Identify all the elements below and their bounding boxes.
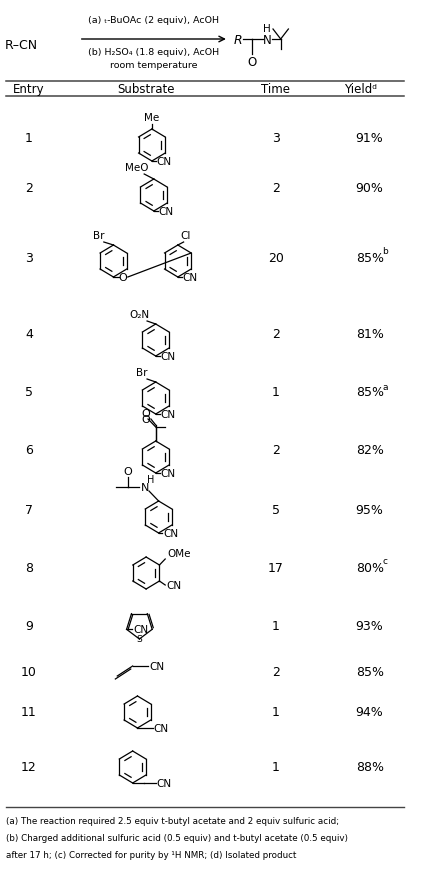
Text: CN: CN bbox=[157, 778, 172, 788]
Text: 2: 2 bbox=[272, 181, 280, 194]
Text: O: O bbox=[142, 414, 150, 425]
Text: 10: 10 bbox=[21, 665, 37, 678]
Text: 3: 3 bbox=[25, 251, 33, 264]
Text: H: H bbox=[147, 474, 155, 485]
Text: CN: CN bbox=[154, 723, 169, 733]
Text: H: H bbox=[263, 24, 271, 34]
Text: O: O bbox=[124, 466, 132, 477]
Text: 94%: 94% bbox=[356, 706, 383, 719]
Text: 11: 11 bbox=[21, 706, 37, 719]
Text: b: b bbox=[383, 248, 389, 256]
Text: 80%: 80% bbox=[356, 561, 384, 574]
Text: CN: CN bbox=[183, 273, 198, 283]
Text: Substrate: Substrate bbox=[117, 83, 175, 96]
Text: 1: 1 bbox=[25, 132, 33, 144]
Text: 93%: 93% bbox=[356, 619, 383, 632]
Text: O: O bbox=[142, 408, 150, 419]
Text: 7: 7 bbox=[25, 503, 33, 516]
Text: Time: Time bbox=[262, 83, 291, 96]
Text: (a) The reaction required 2.5 equiv t-butyl acetate and 2 equiv sulfuric acid;: (a) The reaction required 2.5 equiv t-bu… bbox=[6, 817, 339, 825]
Text: after 17 h; (c) Corrected for purity by ¹H NMR; (d) Isolated product: after 17 h; (c) Corrected for purity by … bbox=[6, 851, 296, 860]
Text: 2: 2 bbox=[272, 665, 280, 678]
Text: (b) Charged additional sulfuric acid (0.5 equiv) and t-butyl acetate (0.5 equiv): (b) Charged additional sulfuric acid (0.… bbox=[6, 833, 348, 843]
Text: (b) H₂SO₄ (1.8 equiv), AcOH: (b) H₂SO₄ (1.8 equiv), AcOH bbox=[88, 47, 219, 56]
Text: N: N bbox=[263, 33, 272, 47]
Text: 5: 5 bbox=[272, 503, 280, 516]
Text: 4: 4 bbox=[25, 328, 33, 342]
Text: 1: 1 bbox=[272, 386, 280, 399]
Text: O: O bbox=[119, 273, 127, 283]
Text: 82%: 82% bbox=[356, 443, 383, 456]
Text: Yieldᵈ: Yieldᵈ bbox=[344, 83, 377, 96]
Text: 20: 20 bbox=[268, 251, 284, 264]
Text: S: S bbox=[136, 635, 142, 644]
Text: CN: CN bbox=[161, 469, 176, 479]
Text: O₂N: O₂N bbox=[130, 310, 150, 320]
Text: 85%: 85% bbox=[356, 386, 384, 399]
Text: 1: 1 bbox=[272, 619, 280, 632]
Text: Br: Br bbox=[93, 231, 105, 241]
Text: Br: Br bbox=[135, 368, 147, 378]
Text: CN: CN bbox=[149, 661, 164, 672]
Text: OMe: OMe bbox=[167, 549, 190, 558]
Text: 6: 6 bbox=[25, 443, 33, 456]
Text: CN: CN bbox=[166, 580, 181, 590]
Text: 81%: 81% bbox=[356, 328, 383, 342]
Text: CN: CN bbox=[161, 351, 176, 362]
Text: (a) ₜ-BuOAc (2 equiv), AcOH: (a) ₜ-BuOAc (2 equiv), AcOH bbox=[88, 16, 219, 25]
Text: 1: 1 bbox=[272, 760, 280, 774]
Text: O: O bbox=[247, 55, 256, 68]
Text: R: R bbox=[233, 33, 242, 47]
Text: room temperature: room temperature bbox=[110, 61, 198, 69]
Text: MeO: MeO bbox=[125, 162, 148, 173]
Text: CN: CN bbox=[158, 206, 174, 217]
Text: 12: 12 bbox=[21, 760, 37, 774]
Text: 85%: 85% bbox=[356, 251, 384, 264]
Text: 17: 17 bbox=[268, 561, 284, 574]
Text: CN: CN bbox=[161, 409, 176, 420]
Text: 91%: 91% bbox=[356, 132, 383, 144]
Text: 90%: 90% bbox=[356, 181, 383, 194]
Text: 2: 2 bbox=[272, 443, 280, 456]
Text: Entry: Entry bbox=[13, 83, 45, 96]
Text: c: c bbox=[383, 557, 388, 565]
Text: 88%: 88% bbox=[356, 760, 384, 774]
Text: 9: 9 bbox=[25, 619, 33, 632]
Text: CN: CN bbox=[157, 157, 172, 167]
Text: a: a bbox=[383, 382, 388, 391]
Text: 85%: 85% bbox=[356, 665, 384, 678]
Text: 3: 3 bbox=[272, 132, 280, 144]
Text: Cl: Cl bbox=[180, 231, 191, 241]
Text: Me: Me bbox=[144, 113, 159, 123]
Text: R–CN: R–CN bbox=[5, 39, 38, 52]
Text: 5: 5 bbox=[25, 386, 33, 399]
Text: N: N bbox=[141, 482, 150, 493]
Text: 2: 2 bbox=[25, 181, 33, 194]
Text: 2: 2 bbox=[272, 328, 280, 342]
Text: 95%: 95% bbox=[356, 503, 383, 516]
Text: 8: 8 bbox=[25, 561, 33, 574]
Text: CN: CN bbox=[133, 624, 148, 635]
Text: 1: 1 bbox=[272, 706, 280, 719]
Text: CN: CN bbox=[164, 529, 178, 538]
